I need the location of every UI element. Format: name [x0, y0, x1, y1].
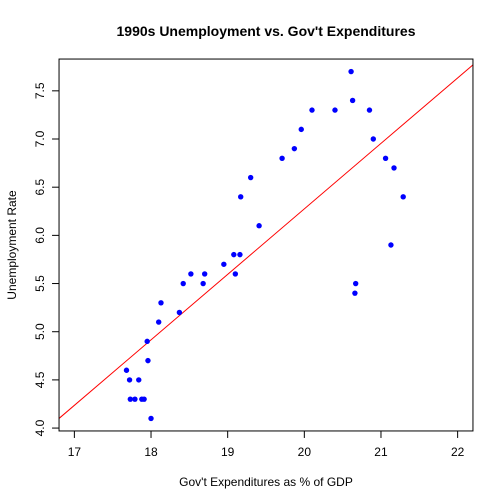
data-point-34: [370, 136, 377, 142]
plot-border: [58, 58, 474, 432]
data-point-29: [348, 68, 354, 75]
x-axis: 17 18 19 20 21 22: [68, 430, 465, 459]
x-axis-label: Gov't Expenditures as % of GDP: [179, 475, 353, 489]
data-point-26: [298, 126, 304, 133]
data-point-24: [279, 155, 285, 161]
data-point-28: [332, 107, 338, 113]
data-point-20: [237, 251, 243, 258]
data-point-0: [123, 367, 130, 373]
data-point-37: [391, 165, 397, 171]
y-tick-label-3: 5.5: [33, 275, 47, 292]
x-tick-label-17: 17: [68, 445, 82, 459]
data-point-6: [141, 396, 147, 402]
data-point-8: [145, 357, 151, 364]
x-tick-label-18: 18: [144, 445, 158, 459]
data-point-21: [238, 194, 244, 200]
data-point-14: [188, 271, 194, 277]
y-tick-label-4: 6.0: [33, 227, 47, 244]
data-point-13: [180, 280, 186, 287]
data-point-22: [247, 174, 254, 181]
data-point-35: [382, 155, 389, 161]
y-tick-label-1: 4.5: [33, 371, 47, 388]
y-tick-label-5: 6.5: [33, 179, 47, 196]
data-point-16: [201, 271, 208, 277]
data-point-30: [349, 97, 356, 104]
x-tick-label-21: 21: [374, 445, 388, 459]
y-tick-label-0: 4.0: [33, 419, 47, 436]
x-tick-label-19: 19: [221, 445, 235, 459]
y-axis: 4.0 4.5 5.0 5.5 6.0 6.5 7.0 7.5: [33, 82, 60, 436]
x-tick-label-20: 20: [298, 445, 312, 459]
data-point-7: [144, 338, 150, 345]
data-point-32: [352, 280, 359, 287]
data-point-18: [231, 251, 237, 258]
data-point-23: [256, 223, 262, 229]
data-point-19: [232, 271, 239, 277]
y-tick-label-6: 7.0: [33, 130, 47, 147]
data-point-31: [352, 290, 358, 296]
data-point-10: [155, 319, 162, 325]
data-point-36: [388, 242, 394, 248]
y-tick-label-2: 5.0: [33, 323, 47, 340]
data-point-27: [309, 107, 315, 113]
data-point-12: [176, 309, 183, 316]
chart-title: 1990s Unemployment vs. Gov't Expenditure…: [117, 23, 416, 39]
data-point-1: [126, 377, 133, 383]
data-point-4: [136, 377, 142, 383]
data-point-17: [221, 261, 227, 267]
data-point-2: [127, 396, 134, 402]
y-axis-label: Unemployment Rate: [5, 190, 19, 300]
x-tick-label-22: 22: [451, 445, 465, 459]
y-tick-label-7: 7.5: [33, 82, 47, 99]
data-point-33: [366, 107, 373, 113]
data-point-15: [200, 280, 206, 287]
data-point-25: [291, 145, 298, 152]
plot-area: [59, 64, 473, 422]
regression-line: [59, 64, 473, 419]
data-point-38: [400, 194, 406, 200]
data-point-11: [158, 300, 164, 306]
data-point-3: [132, 396, 138, 402]
data-point-9: [148, 415, 154, 422]
